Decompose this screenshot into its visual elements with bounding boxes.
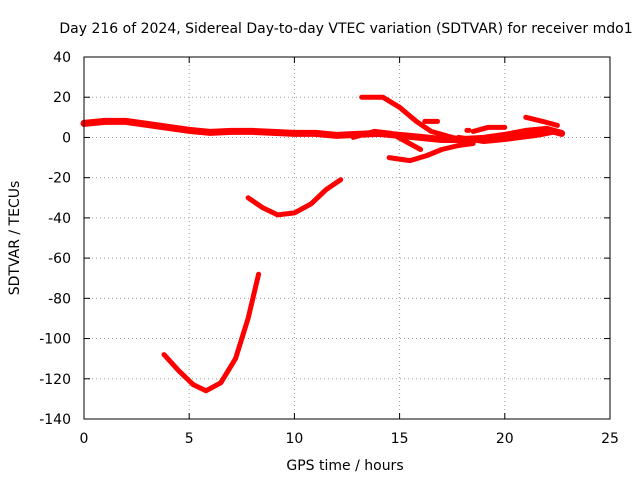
y-tick-label: -140: [39, 412, 71, 428]
y-tick-label: 40: [53, 50, 71, 66]
plot-frame: [83, 56, 611, 420]
y-tick-label: -40: [48, 211, 71, 227]
grid-lines: [84, 57, 610, 419]
chart-title: Day 216 of 2024, Sidereal Day-to-day VTE…: [59, 21, 632, 37]
y-axis-label: SDTVAR / TECUs: [7, 181, 23, 296]
y-tick-label: 20: [53, 90, 71, 106]
y-tick-label: -100: [39, 332, 71, 348]
y-tick-label: -20: [48, 171, 71, 187]
x-tick-label: 0: [80, 431, 89, 447]
y-tick-label: -60: [48, 251, 71, 267]
series-branch-low: [386, 141, 476, 164]
y-tick-label: -80: [48, 291, 71, 307]
series-segment-d: [456, 128, 560, 144]
series-main-band: [80, 117, 566, 143]
x-axis-label: GPS time / hours: [286, 458, 403, 474]
y-tick-label: 0: [62, 130, 71, 146]
series-segment-c: [523, 114, 560, 128]
data-series-layer: [80, 94, 566, 394]
x-tick-label: 10: [285, 431, 303, 447]
x-tick-label: 15: [391, 431, 409, 447]
axis-ticks: -140 -120 -100 -80 -60 -40 -20 0 20 40 0 5 10 15 20 25: [39, 50, 619, 447]
series-segment-b: [470, 124, 508, 134]
series-arc-upper: [245, 177, 344, 218]
x-tick-label: 25: [601, 431, 619, 447]
series-arc-lower: [161, 271, 262, 394]
x-tick-label: 20: [496, 431, 514, 447]
x-tick-label: 5: [185, 431, 194, 447]
series-branch-high: [359, 94, 466, 142]
y-tick-label: -120: [39, 372, 71, 388]
series-branch-mid: [350, 128, 424, 152]
